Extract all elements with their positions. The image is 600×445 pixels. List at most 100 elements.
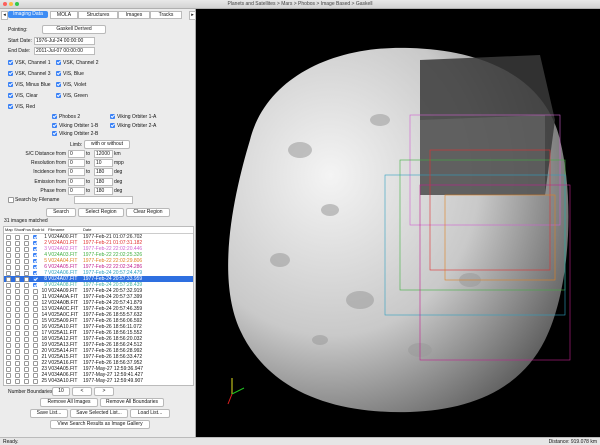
- pointing-select[interactable]: Gaskell Derived: [42, 25, 106, 34]
- checkbox[interactable]: [6, 288, 11, 294]
- checkbox[interactable]: [24, 348, 29, 354]
- checkbox[interactable]: [33, 246, 37, 251]
- list-row[interactable]: 7 V024A06.FIT 1977-Feb-24 20:57:24.479: [4, 270, 193, 276]
- checkbox[interactable]: [24, 276, 29, 282]
- range-min[interactable]: 0: [68, 159, 85, 168]
- checkbox[interactable]: [24, 366, 29, 372]
- checkbox[interactable]: [24, 336, 29, 342]
- checkbox[interactable]: [33, 306, 38, 312]
- tab[interactable]: Structures: [78, 11, 118, 19]
- checkbox[interactable]: [6, 276, 11, 282]
- range-max[interactable]: 180: [94, 177, 113, 186]
- list-row[interactable]: 10 V024A09.FIT 1977-Feb-24 20:57:32.919: [4, 288, 193, 294]
- checkbox[interactable]: [6, 258, 11, 264]
- checkbox[interactable]: [6, 300, 11, 306]
- list-row[interactable]: 6 V024A05.FIT 1977-Feb-22 22:02:34.286: [4, 264, 193, 270]
- checkbox[interactable]: [33, 282, 37, 287]
- checkbox[interactable]: [56, 60, 61, 65]
- checkbox[interactable]: [24, 330, 29, 336]
- checkbox[interactable]: [6, 342, 11, 348]
- list-row[interactable]: 9 V024A08.FIT 1977-Feb-24 20:57:28.439: [4, 282, 193, 288]
- list-row[interactable]: 8 V024A07.FIT 1977-Feb-24 20:57:33.959: [4, 276, 193, 282]
- checkbox[interactable]: [33, 366, 38, 372]
- checkbox[interactable]: [24, 342, 29, 348]
- checkbox[interactable]: [33, 318, 38, 324]
- checkbox[interactable]: [6, 330, 11, 336]
- checkbox[interactable]: [33, 270, 37, 275]
- checkbox[interactable]: [24, 354, 29, 360]
- checkbox[interactable]: [52, 131, 57, 136]
- list-row[interactable]: 3 V024A02.FIT 1977-Feb-22 22:02:20.446: [4, 246, 193, 252]
- checkbox[interactable]: [15, 258, 20, 264]
- checkbox[interactable]: [15, 288, 20, 294]
- list-row[interactable]: 22 V025A16.FIT 1977-Feb-26 18:56:37.952: [4, 360, 193, 366]
- checkbox[interactable]: [6, 282, 11, 288]
- checkbox[interactable]: [33, 372, 38, 378]
- filename-field[interactable]: [74, 196, 133, 204]
- checkbox[interactable]: [15, 234, 20, 240]
- gallery-button[interactable]: View Search Results as Image Gallery: [50, 420, 150, 429]
- checkbox[interactable]: [33, 330, 38, 336]
- checkbox[interactable]: [52, 122, 57, 128]
- checkbox[interactable]: [24, 378, 29, 384]
- checkbox[interactable]: [8, 82, 13, 87]
- tab[interactable]: Images: [118, 11, 150, 19]
- range-min[interactable]: 0: [68, 150, 85, 158]
- checkbox[interactable]: [6, 318, 11, 324]
- checkbox[interactable]: [6, 312, 11, 318]
- checkbox[interactable]: [6, 264, 11, 270]
- checkbox[interactable]: [24, 318, 29, 324]
- checkbox[interactable]: [24, 312, 29, 318]
- checkbox[interactable]: [6, 246, 11, 252]
- checkbox[interactable]: [15, 336, 20, 342]
- tab[interactable]: Imaging Data: [8, 11, 48, 18]
- checkbox[interactable]: [6, 294, 11, 300]
- checkbox[interactable]: [6, 348, 11, 354]
- checkbox[interactable]: [24, 282, 29, 288]
- checkbox[interactable]: [24, 270, 29, 276]
- range-max[interactable]: 180: [94, 168, 113, 177]
- list-row[interactable]: 5 V024A04.FIT 1977-Feb-22 22:02:29.806: [4, 258, 193, 264]
- prev-button[interactable]: <: [72, 387, 92, 396]
- checkbox[interactable]: [24, 306, 29, 312]
- checkbox[interactable]: [6, 306, 11, 312]
- checkbox[interactable]: [15, 306, 20, 312]
- checkbox[interactable]: [52, 114, 57, 119]
- checkbox[interactable]: [8, 60, 13, 65]
- tab[interactable]: MOLA: [50, 11, 78, 19]
- checkbox[interactable]: [24, 288, 29, 294]
- load-list-button[interactable]: Load List...: [130, 409, 170, 418]
- minimize-button[interactable]: [9, 2, 13, 6]
- range-min[interactable]: 0: [68, 177, 85, 186]
- start-date[interactable]: 1976-Jul-24 00:00:00: [34, 37, 95, 45]
- next-button[interactable]: >: [94, 387, 114, 396]
- checkbox[interactable]: [6, 366, 11, 372]
- checkbox[interactable]: [24, 234, 29, 240]
- checkbox[interactable]: [15, 324, 20, 330]
- checkbox[interactable]: [15, 240, 20, 246]
- list-row[interactable]: 20 V025A14.FIT 1977-Feb-26 18:56:28.992: [4, 348, 193, 354]
- list-row[interactable]: 18 V025A12.FIT 1977-Feb-26 18:56:20.032: [4, 336, 193, 342]
- list-row[interactable]: 14 V025A0C.FIT 1977-Feb-26 18:55:57.632: [4, 312, 193, 318]
- checkbox[interactable]: [15, 348, 20, 354]
- checkbox[interactable]: [15, 246, 20, 252]
- checkbox[interactable]: [6, 372, 11, 378]
- checkbox[interactable]: [33, 288, 38, 294]
- list-row[interactable]: 17 V025A11.FIT 1977-Feb-26 18:56:15.552: [4, 330, 193, 336]
- checkbox[interactable]: [33, 324, 38, 330]
- checkbox[interactable]: [33, 240, 37, 245]
- checkbox[interactable]: [33, 360, 38, 366]
- select-region-button[interactable]: Select Region: [78, 208, 124, 217]
- checkbox[interactable]: [6, 240, 11, 246]
- checkbox[interactable]: [33, 312, 38, 318]
- checkbox[interactable]: [33, 378, 38, 384]
- checkbox[interactable]: [24, 264, 29, 270]
- checkbox[interactable]: [15, 264, 20, 270]
- checkbox[interactable]: [15, 354, 20, 360]
- range-min[interactable]: 0: [68, 168, 85, 177]
- list-row[interactable]: 4 V024A03.FIT 1977-Feb-22 22:02:25.326: [4, 252, 193, 258]
- clear-region-button[interactable]: Clear Region: [126, 208, 170, 217]
- checkbox[interactable]: [15, 318, 20, 324]
- end-date[interactable]: 2011-Jul-07 00:00:00: [34, 47, 95, 55]
- checkbox[interactable]: [15, 252, 20, 258]
